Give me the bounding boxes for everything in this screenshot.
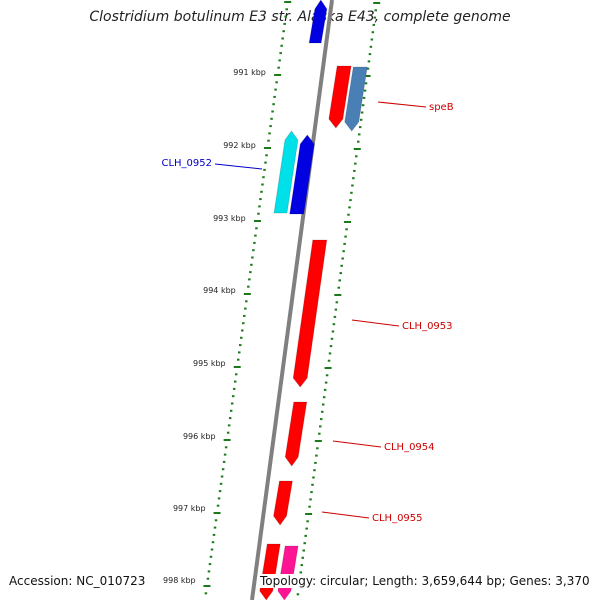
leader-line (332, 440, 382, 448)
scale-label: 992 kbp (223, 141, 256, 150)
gene-label-clh_0954[interactable]: CLH_0954 (384, 442, 435, 453)
gene-arrow[interactable] (259, 543, 281, 600)
gene-arrow[interactable] (344, 66, 368, 132)
leader-line (377, 101, 427, 108)
scale-ticks-outer (203, 1, 292, 595)
map-title: Clostridium botulinum E3 str. Alaska E43… (89, 9, 511, 25)
gene-label-clh_0953[interactable]: CLH_0953 (402, 321, 453, 332)
gene-arrow[interactable] (277, 545, 299, 600)
scale-ticks-inner (295, 2, 381, 596)
scale-label: 993 kbp (213, 214, 246, 223)
clh_0955-gene-arrow[interactable] (273, 480, 294, 526)
scale-label: 994 kbp (203, 286, 236, 295)
clh_0953-gene-arrow[interactable] (292, 239, 328, 388)
scale-label: 991 kbp (233, 68, 266, 77)
accession-text: Accession: NC_010723 (7, 574, 148, 588)
leader-line (321, 511, 370, 519)
scale-label: 996 kbp (183, 432, 216, 441)
leader-line (214, 163, 263, 170)
clh_0954-gene-arrow[interactable] (284, 401, 308, 467)
genome-backbone (250, 0, 334, 600)
scale-labels: 991 kbp 992 kbp 993 kbp 994 kbp 995 kbp 996 k… (163, 68, 266, 585)
gene-features (259, 0, 368, 600)
scale-label: 998 kbp (163, 576, 196, 585)
gene-label-clh_0952[interactable]: CLH_0952 (161, 158, 212, 169)
gene-labels: speB CLH_0952 CLH_0953 CLH_0954 CLH_0955 (161, 101, 454, 524)
topology-text: Topology: circular; Length: 3,659,644 bp… (258, 574, 592, 588)
gene-label-speb[interactable]: speB (429, 102, 454, 113)
leader-line (351, 319, 400, 327)
scale-label: 997 kbp (173, 504, 206, 513)
gene-label-clh_0955[interactable]: CLH_0955 (372, 513, 423, 524)
gene-arrow[interactable] (273, 130, 299, 214)
gene-arrow[interactable] (308, 0, 328, 44)
clh_0952-gene-arrow[interactable] (289, 134, 315, 215)
speb-gene-arrow[interactable] (328, 65, 352, 129)
scale-label: 995 kbp (193, 359, 226, 368)
